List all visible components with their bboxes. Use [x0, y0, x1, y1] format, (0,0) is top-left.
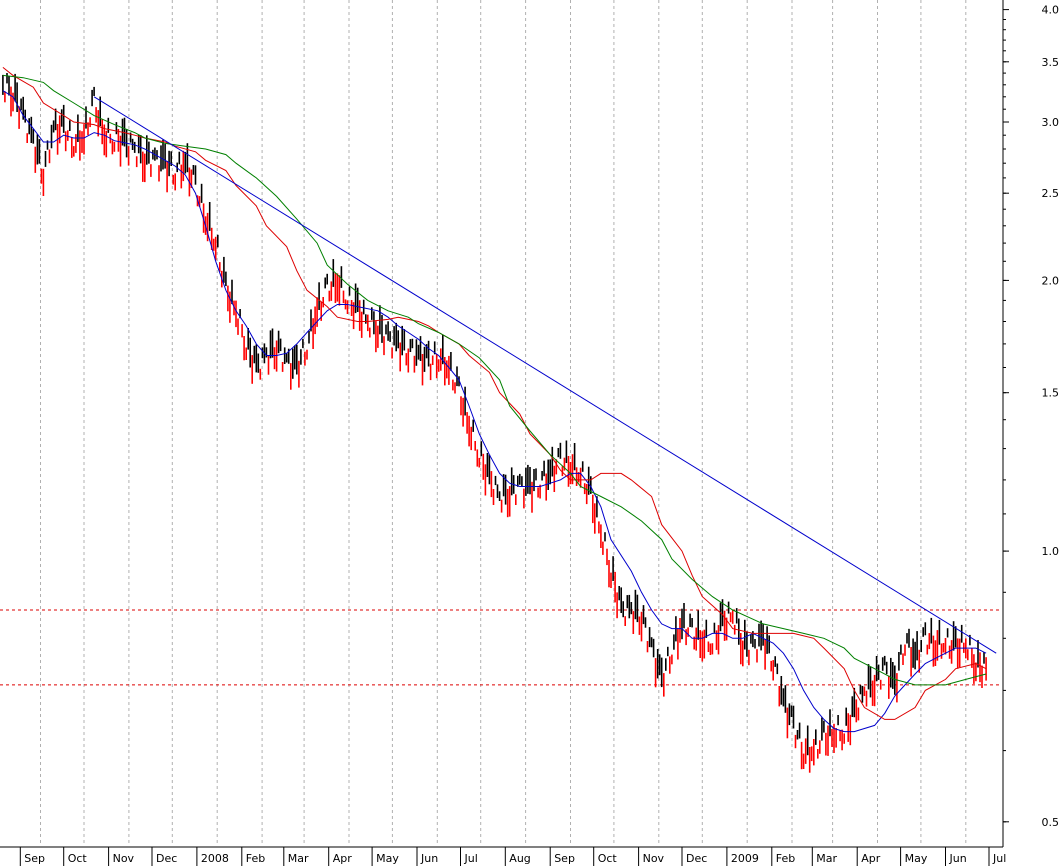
x-tick-label: Dec: [686, 852, 707, 865]
x-tick-label: Dec: [156, 852, 177, 865]
x-tick-label: Feb: [776, 852, 795, 865]
moving-average-long: [2, 74, 987, 686]
x-tick-label: Apr: [861, 852, 881, 865]
x-tick-label: 2008: [201, 852, 229, 865]
x-tick-label: Mar: [816, 852, 837, 865]
x-tick-label: Nov: [113, 852, 135, 865]
x-tick-label: May: [905, 852, 928, 865]
x-tick-label: Mar: [288, 852, 309, 865]
moving-average-medium: [2, 67, 987, 720]
x-tick-label: Jun: [420, 852, 438, 865]
x-tick-label: Jun: [949, 852, 967, 865]
x-tick-label: Sep: [554, 852, 575, 865]
x-tick-label: Nov: [643, 852, 665, 865]
x-axis-panel: [0, 847, 1062, 866]
y-tick-label: 1.0: [1042, 545, 1060, 558]
x-tick-label: Apr: [333, 852, 353, 865]
x-tick-label: May: [376, 852, 399, 865]
y-tick-label: 1.5: [1042, 387, 1060, 400]
y-tick-label: 4.0: [1042, 4, 1060, 17]
x-tick-label: Sep: [24, 852, 45, 865]
y-tick-label: 0.5: [1042, 816, 1060, 829]
x-tick-label: Aug: [509, 852, 530, 865]
x-axis-ticks: Sep Oct Nov Dec 2008 Feb Mar Apr May Jun Jul Aug Sep…: [19, 847, 1006, 866]
trendline: [93, 96, 997, 654]
price-bars: [2, 73, 987, 773]
x-tick-label: Jul: [464, 852, 478, 865]
moving-average-short: [2, 90, 987, 733]
y-axis-panel: [1003, 0, 1062, 866]
x-tick-label: Oct: [598, 852, 618, 865]
y-tick-label: 3.5: [1042, 56, 1060, 69]
x-tick-label: 2009: [731, 852, 759, 865]
y-tick-label: 2.0: [1042, 274, 1060, 287]
x-tick-label: Oct: [68, 852, 88, 865]
x-tick-label: Feb: [246, 852, 265, 865]
y-tick-label: 3.0: [1042, 116, 1060, 129]
level-lines: [0, 609, 1002, 686]
x-tick-label: Jul: [992, 852, 1006, 865]
y-axis-ticks: 0.5 1.0 1.5 2.0 2.5 3.0 3.5 4.0: [1003, 4, 1059, 829]
y-tick-label: 2.5: [1042, 187, 1060, 200]
